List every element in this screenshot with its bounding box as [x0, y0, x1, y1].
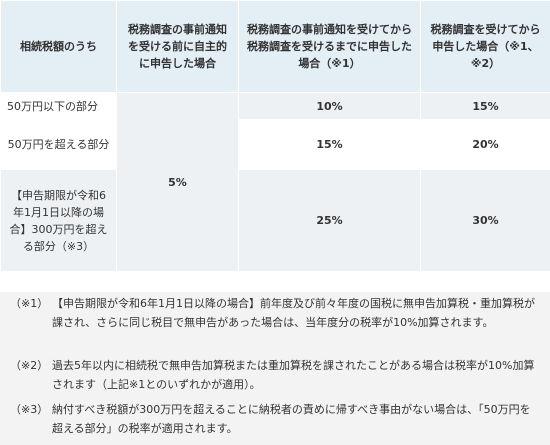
- footnote: （※2） 過去5年以内に相続税で無申告加算税または重加算税を課されたことがある場…: [10, 356, 540, 394]
- footnote-text: 納付すべき税額が300万円を超えることに納税者の責めに帰すべき事由がない場合は、…: [52, 403, 531, 435]
- footnote: （※3） 納付すべき税額が300万円を超えることに納税者の責めに帰すべき事由がな…: [10, 400, 540, 438]
- row-label: 50万円以下の部分: [0, 92, 117, 120]
- table-row: 50万円以下の部分 5% 10% 15%: [0, 92, 550, 272]
- footnotes: （※1） 【申告期限が令和6年1月1日以降の場合】前年度及び前々年度の国税に無申…: [0, 292, 550, 445]
- table-row: 【申告期限が令和6年1月1日以降の場合】300万円を超える部分（※3） 25% …: [0, 169, 550, 272]
- rate-cell: 15%: [238, 119, 421, 170]
- footnote: （※1） 【申告期限が令和6年1月1日以降の場合】前年度及び前々年度の国税に無申…: [10, 294, 540, 332]
- footnote-text: 過去5年以内に相続税で無申告加算税または重加算税を課されたことがある場合は税率が…: [52, 359, 535, 391]
- row-label: 50万円を超える部分: [0, 119, 117, 170]
- rate-cell: 25%: [238, 169, 421, 272]
- table-row: 50万円を超える部分 15% 20%: [0, 119, 550, 170]
- footnote-mark: （※3）: [10, 403, 49, 416]
- tax-rate-table: 相続税額のうち 税務調査の事前通知を受ける前に自主的に申告した場合 税務調査の事…: [0, 0, 550, 272]
- rate-cell: 10%: [238, 92, 421, 120]
- header-after-notice: 税務調査の事前通知を受けてから税務調査を受けるまでに申告した場合（※1）: [238, 0, 421, 93]
- rate-cell: 15%: [420, 92, 550, 120]
- footnote-mark: （※2）: [10, 359, 49, 372]
- header-after-audit: 税務調査を受けてから申告した場合（※1、※2）: [420, 0, 550, 93]
- merged-rate-cell: 5%: [116, 92, 239, 272]
- rate-cell: 20%: [420, 119, 550, 170]
- header-tax-amount: 相続税額のうち: [0, 0, 117, 93]
- row-label: 【申告期限が令和6年1月1日以降の場合】300万円を超える部分（※3）: [0, 169, 117, 272]
- rate-cell: 30%: [420, 169, 550, 272]
- header-before-notice: 税務調査の事前通知を受ける前に自主的に申告した場合: [116, 0, 239, 93]
- footnote-text: 【申告期限が令和6年1月1日以降の場合】前年度及び前々年度の国税に無申告加算税・…: [52, 297, 535, 329]
- table-header-row: 相続税額のうち 税務調査の事前通知を受ける前に自主的に申告した場合 税務調査の事…: [0, 0, 550, 93]
- footnote-mark: （※1）: [10, 297, 49, 310]
